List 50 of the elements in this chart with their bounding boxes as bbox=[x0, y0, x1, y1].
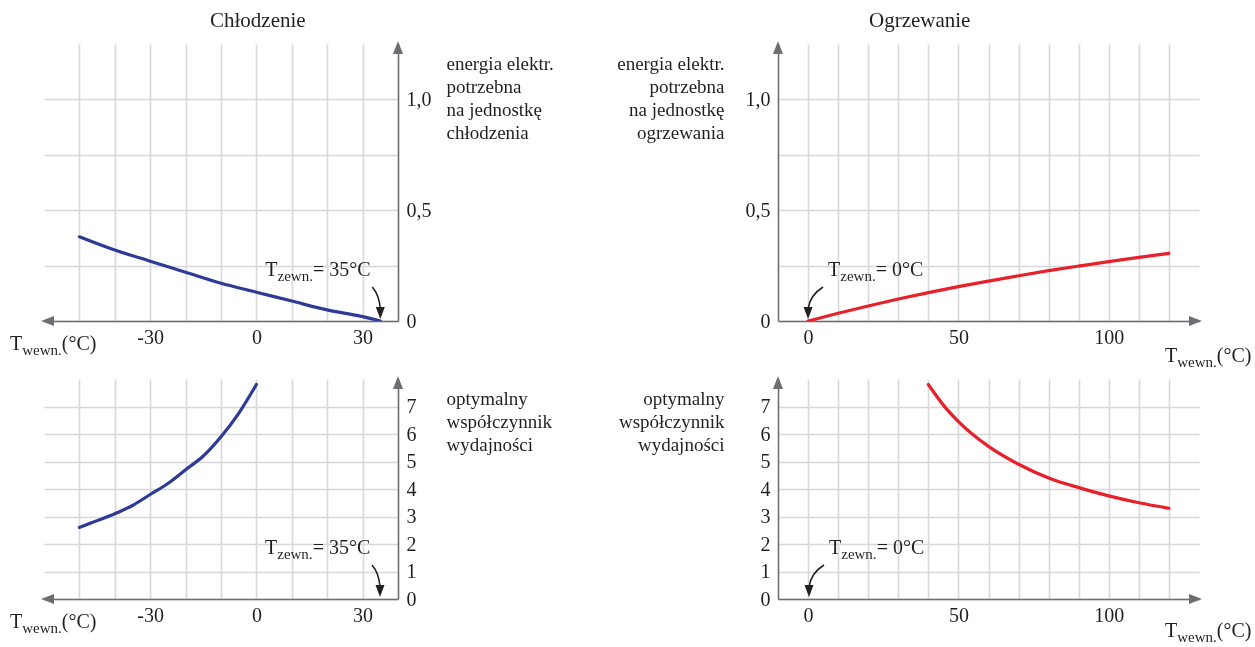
y-tick-label: 0,5 bbox=[745, 198, 771, 221]
y-tick-label: 4 bbox=[760, 477, 771, 500]
y-tick-label: 3 bbox=[760, 505, 771, 527]
x-tick-label: -30 bbox=[137, 325, 165, 348]
x-axis-title: T$_{wewn.}$(°C) bbox=[1165, 619, 1252, 645]
y-tick-label: 0,5 bbox=[406, 198, 432, 221]
y-axis-title: energia elektr. potrzebna na jednostkę chłodzenia bbox=[446, 52, 554, 143]
y-tick-label: 4 bbox=[406, 477, 417, 500]
x-tick-label: 0 bbox=[251, 603, 262, 626]
y-axis-title: optymalny współczynnik wydajności bbox=[446, 387, 553, 455]
annotation: T$_{zewn.}$= 35°C bbox=[265, 258, 371, 284]
annotation: T$_{zewn.}$= 0°C bbox=[828, 258, 924, 284]
y-tick-label: 1,0 bbox=[745, 87, 771, 110]
y-tick-label: 6 bbox=[760, 422, 771, 445]
chart-title: Chłodzenie bbox=[210, 8, 306, 32]
y-tick-label: 1,0 bbox=[406, 87, 432, 110]
x-tick-label: 30 bbox=[353, 325, 374, 348]
x-axis-title: T$_{wewn.}$(°C) bbox=[10, 332, 97, 358]
y-tick-label: 6 bbox=[406, 422, 417, 445]
y-tick-label: 3 bbox=[406, 505, 417, 527]
y-tick-label: 5 bbox=[760, 450, 771, 472]
y-tick-label: 7 bbox=[760, 395, 771, 417]
y-tick-label: 5 bbox=[406, 450, 417, 472]
annotation: T$_{zewn.}$= 35°C bbox=[265, 536, 371, 562]
line-series bbox=[77, 382, 258, 530]
y-tick-label: 1 bbox=[760, 560, 771, 582]
y-axis-title: energia elektr. potrzebna na jednostkę ogrzewania bbox=[617, 52, 726, 143]
x-tick-label: 0 bbox=[251, 325, 262, 348]
line-series bbox=[926, 382, 1171, 510]
x-tick-label: 0 bbox=[803, 325, 814, 348]
y-tick-label: 1 bbox=[406, 560, 417, 582]
x-tick-label: 50 bbox=[948, 603, 969, 626]
x-tick-label: -30 bbox=[137, 603, 165, 626]
y-tick-label: 2 bbox=[406, 532, 417, 555]
y-tick-label: 0 bbox=[760, 587, 771, 610]
x-tick-label: 100 bbox=[1094, 325, 1125, 348]
x-axis-title: T$_{wewn.}$(°C) bbox=[10, 610, 97, 636]
x-tick-label: 100 bbox=[1094, 603, 1125, 626]
y-tick-label: 0 bbox=[760, 309, 771, 332]
y-axis-title: optymalny współczynnik wydajności bbox=[618, 387, 725, 455]
y-tick-label: 2 bbox=[760, 532, 771, 555]
y-tick-label: 7 bbox=[406, 395, 417, 417]
x-axis-title: T$_{wewn.}$(°C) bbox=[1165, 344, 1252, 370]
x-tick-label: 50 bbox=[948, 325, 969, 348]
chart-title: Ogrzewanie bbox=[869, 8, 971, 32]
x-tick-label: 30 bbox=[353, 603, 374, 626]
annotation: T$_{zewn.}$= 0°C bbox=[829, 536, 925, 562]
y-tick-label: 0 bbox=[406, 587, 417, 610]
x-tick-label: 0 bbox=[803, 603, 814, 626]
y-tick-label: 0 bbox=[406, 309, 417, 332]
